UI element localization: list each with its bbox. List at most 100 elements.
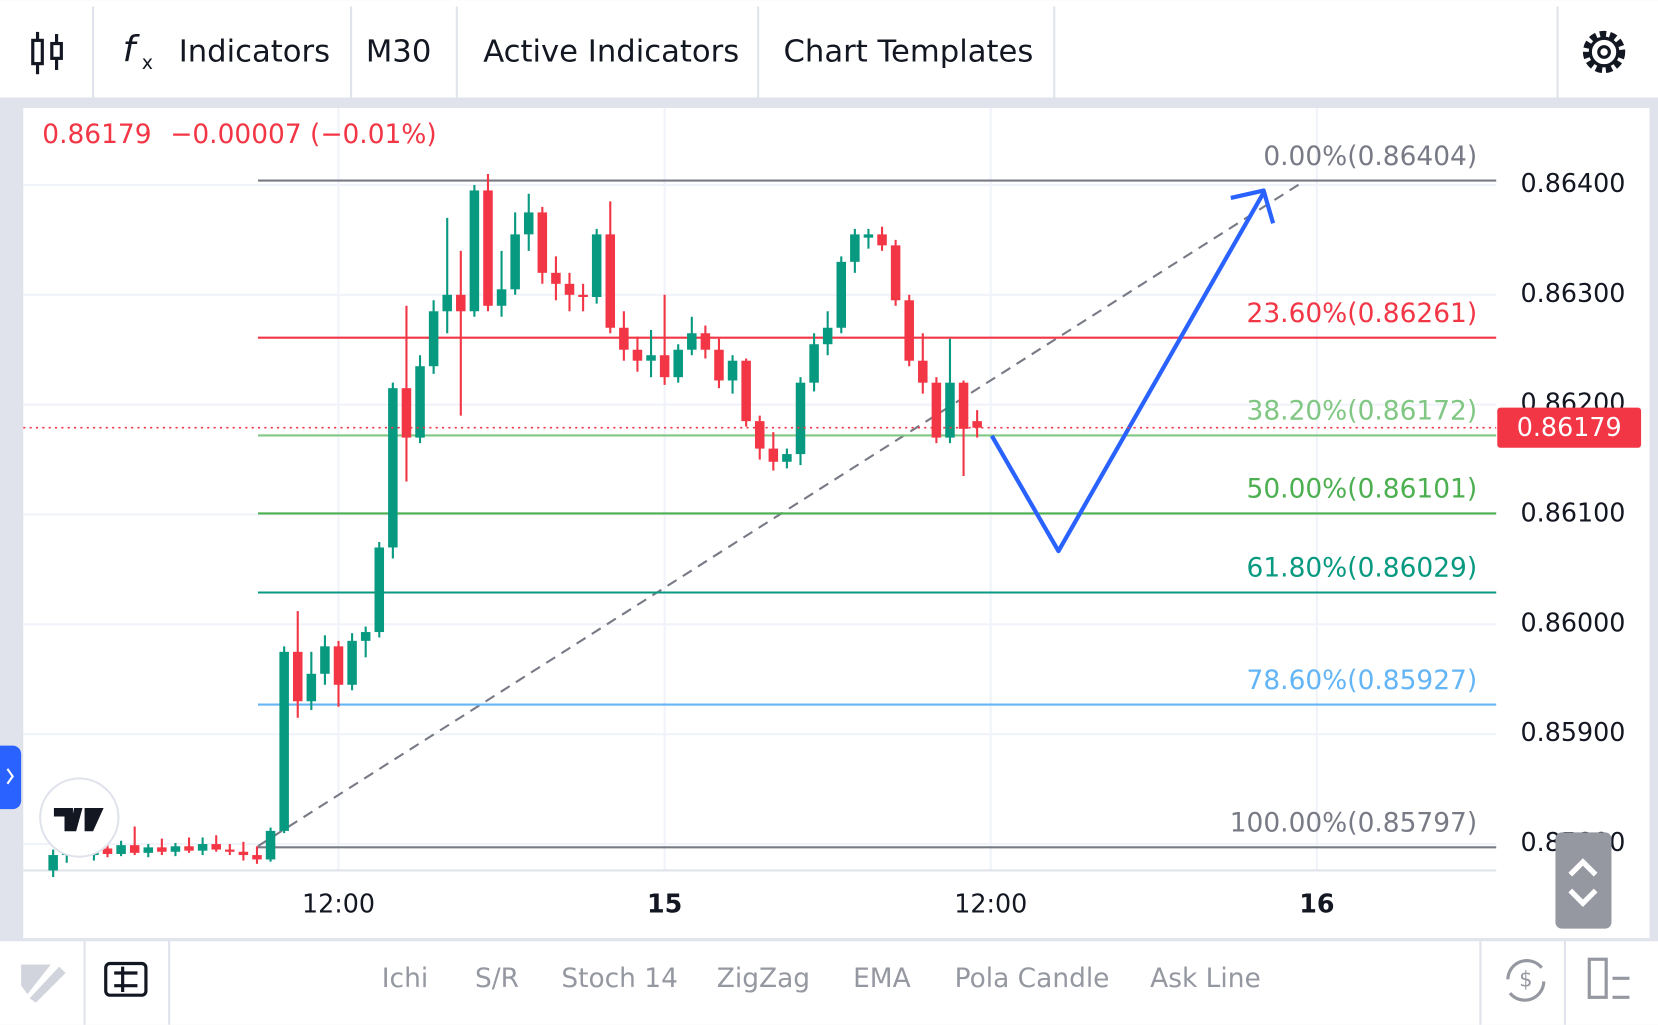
candle-body [659, 355, 670, 378]
layout-icon [1587, 957, 1608, 999]
candle-body [890, 245, 901, 301]
chart-templates-button[interactable]: Chart Templates [784, 35, 1034, 70]
candle-body [700, 333, 711, 350]
candle-body [306, 673, 317, 702]
candle-body [809, 344, 819, 383]
candle-body [428, 311, 439, 367]
fib-label: 61.80%(0.86029) [1247, 553, 1478, 584]
candle-body [102, 848, 113, 854]
indicator-shortcuts: Ichi S/R Stoch 14 ZigZag EMA Pola Candle Ask L… [382, 963, 1261, 994]
indicator-shortcut[interactable]: Pola Candle [955, 963, 1110, 994]
candle-body [972, 421, 982, 428]
candle-body [170, 846, 181, 852]
candle-body [401, 388, 412, 438]
candle-body [279, 651, 289, 831]
candle-body [578, 294, 588, 297]
fib-label: 100.00%(0.85797) [1230, 808, 1477, 839]
object-tree-icon [104, 961, 148, 997]
candle-body [551, 272, 561, 284]
toolbar-separators [91, 6, 1559, 98]
fib-retracement: 0.00%(0.86404) 23.60%(0.86261) 38.20%(0.86… [258, 141, 1497, 849]
candle-body [292, 651, 303, 702]
indicators-label: Indicators [179, 35, 330, 70]
indicator-shortcut[interactable]: Ask Line [1150, 963, 1261, 994]
scroll-buttons[interactable] [1555, 832, 1612, 929]
candle-body [863, 234, 874, 238]
toggle-arrow [6, 768, 14, 785]
bottom-separators [83, 941, 1567, 1025]
indicator-shortcut[interactable]: EMA [853, 963, 911, 994]
candle-body [469, 190, 480, 312]
settings-button[interactable] [1582, 30, 1626, 74]
x-tick-label: 15 [647, 888, 682, 918]
candle-body [836, 261, 847, 328]
indicator-shortcut[interactable]: Ichi [382, 963, 428, 994]
object-tree-button[interactable] [104, 961, 148, 997]
side-panel-toggle[interactable] [0, 745, 22, 810]
chart-type-button[interactable] [31, 31, 63, 75]
projection-path [990, 191, 1266, 554]
candle-body [157, 847, 167, 852]
candle-body [795, 382, 806, 455]
candle-body [496, 289, 507, 306]
active-indicators-button[interactable]: Active Indicators [483, 35, 739, 70]
candle-body [225, 849, 235, 852]
indicator-shortcut[interactable]: S/R [475, 963, 519, 994]
candle-body [687, 333, 697, 350]
indicator-shortcut[interactable]: ZigZag [717, 963, 810, 994]
candle-body [333, 646, 344, 685]
fib-label: 78.60%(0.85927) [1247, 665, 1478, 696]
gear-teeth [1582, 30, 1626, 74]
x-tick-label: 12:00 [954, 888, 1027, 918]
timeframe-button[interactable]: M30 [366, 35, 431, 70]
candle-body [904, 300, 914, 361]
y-tick-label: 0.85900 [1521, 717, 1626, 747]
axes: 0.858000.859000.860000.861000.862000.863… [23, 168, 1642, 918]
candle-body [822, 327, 833, 345]
candle-body [211, 844, 221, 850]
candle-body [564, 283, 575, 295]
indicator-shortcut[interactable]: Stoch 14 [561, 963, 678, 994]
candle-body [591, 234, 602, 297]
y-tick-label: 0.86300 [1521, 278, 1626, 308]
projection-arrowhead [1230, 188, 1276, 224]
candle-body [646, 355, 656, 361]
candle-body [388, 388, 398, 548]
candle-body [360, 632, 371, 641]
candle-body [374, 547, 385, 633]
candle-body [347, 640, 357, 685]
bottom-bar [0, 941, 1658, 1025]
x-tick-label: 12:00 [302, 888, 375, 918]
drawing-tool-button[interactable] [21, 964, 66, 1003]
fib-label: 23.60%(0.86261) [1247, 298, 1478, 329]
candle-body [483, 190, 493, 306]
candle-body [605, 234, 616, 328]
candle-body [931, 382, 942, 438]
candle-body [510, 234, 520, 290]
candle-body [184, 846, 194, 851]
scroll-arrows [1568, 858, 1598, 907]
candle-body [673, 349, 683, 378]
candle-body [877, 234, 887, 246]
candle-body [456, 294, 466, 312]
candle-body [782, 454, 792, 462]
fib-label: 50.00%(0.86101) [1247, 474, 1478, 505]
candle-body [442, 294, 452, 312]
y-tick-label: 0.86400 [1521, 168, 1626, 198]
candle-body [523, 212, 534, 235]
y-tick-label: 0.86100 [1521, 498, 1626, 528]
layout-button[interactable] [1587, 957, 1630, 999]
candle-body [918, 360, 928, 383]
candle-body [197, 844, 208, 851]
candles [48, 173, 982, 878]
gear [1588, 36, 1620, 68]
x-tick-label: 16 [1299, 888, 1334, 918]
candle-body [619, 327, 629, 350]
scroll-button-bg [1555, 832, 1612, 929]
replay-button[interactable]: $ [1506, 959, 1546, 1002]
candle-body [48, 855, 58, 871]
candle-body [320, 646, 330, 674]
candle-body [129, 845, 140, 853]
